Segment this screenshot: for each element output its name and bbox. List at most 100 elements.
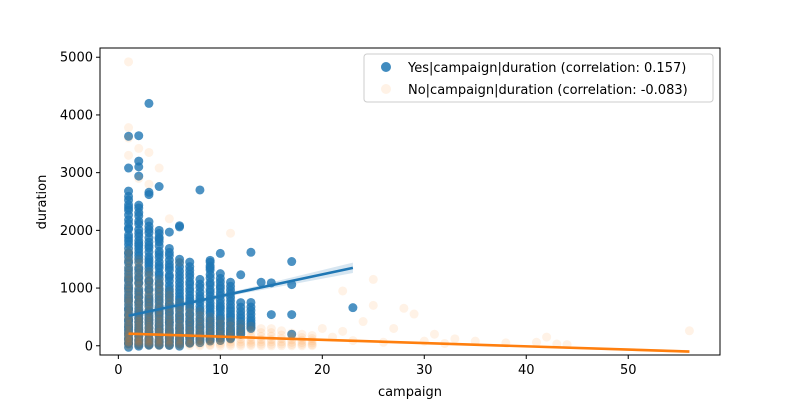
data-point: [226, 339, 236, 349]
data-point: [124, 265, 134, 275]
data-point: [246, 297, 256, 307]
data-point: [124, 257, 134, 267]
data-point: [154, 337, 164, 347]
data-point: [256, 337, 266, 347]
data-point: [144, 274, 154, 284]
data-point: [175, 325, 185, 335]
data-point: [266, 337, 276, 347]
data-point: [195, 311, 205, 321]
data-point: [236, 337, 246, 347]
data-point: [266, 341, 276, 351]
data-point: [154, 318, 164, 328]
data-point: [215, 339, 225, 349]
data-point: [266, 310, 276, 320]
data-point: [134, 131, 144, 141]
data-point: [215, 341, 225, 351]
data-point: [124, 282, 134, 292]
data-point: [144, 341, 154, 351]
data-point: [205, 324, 215, 334]
data-point: [124, 292, 134, 302]
data-point: [154, 181, 164, 191]
y-tick-label: 3000: [60, 166, 93, 181]
data-point: [124, 123, 134, 133]
data-point: [215, 319, 225, 329]
data-point: [154, 225, 164, 235]
data-point: [175, 257, 185, 267]
data-point: [175, 334, 185, 344]
data-point: [144, 266, 154, 276]
data-point: [266, 324, 276, 334]
data-point: [154, 312, 164, 322]
data-point: [124, 307, 134, 317]
data-point: [236, 328, 246, 338]
data-point: [164, 335, 174, 345]
data-point: [246, 325, 256, 335]
data-point: [154, 310, 164, 320]
data-point: [205, 327, 215, 337]
data-point: [399, 303, 409, 313]
data-point: [266, 339, 276, 349]
data-point: [154, 335, 164, 345]
data-point: [297, 339, 307, 349]
data-point: [246, 341, 256, 351]
data-point: [215, 248, 225, 258]
data-point: [205, 263, 215, 273]
data-point: [134, 173, 144, 183]
data-point: [236, 298, 246, 308]
data-point: [144, 321, 154, 331]
legend-label-no: No|campaign|duration (correlation: -0.08…: [408, 83, 688, 98]
x-axis-label: campaign: [378, 385, 442, 400]
x-axis: 0 10 20 30 40 50: [114, 355, 636, 378]
data-point: [195, 341, 205, 351]
legend: Yes|campaign|duration (correlation: 0.15…: [363, 53, 714, 103]
data-point: [175, 338, 185, 348]
data-point: [226, 325, 236, 335]
legend-marker-no: [381, 84, 391, 94]
data-point: [124, 272, 134, 282]
data-point: [175, 313, 185, 323]
data-point: [277, 341, 287, 351]
data-point: [164, 340, 174, 350]
data-point: [154, 282, 164, 292]
data-point: [134, 278, 144, 288]
data-point: [144, 217, 154, 227]
data-point: [144, 339, 154, 349]
data-point: [297, 329, 307, 339]
data-point: [338, 286, 348, 296]
data-point: [144, 319, 154, 329]
data-point: [124, 163, 134, 173]
data-point: [175, 306, 185, 316]
data-point: [144, 299, 154, 309]
data-point: [154, 163, 164, 173]
data-point: [226, 321, 236, 331]
data-point: [124, 336, 134, 346]
data-point: [256, 339, 266, 349]
data-point: [124, 131, 134, 141]
data-point: [256, 324, 266, 334]
data-point: [277, 326, 287, 336]
data-point: [287, 341, 297, 351]
data-point: [236, 324, 246, 334]
data-point: [144, 334, 154, 344]
data-point: [164, 294, 174, 304]
data-point: [144, 289, 154, 299]
data-point: [134, 270, 144, 280]
data-point: [124, 333, 134, 343]
data-point: [154, 274, 164, 284]
data-point: [287, 328, 297, 338]
data-point: [124, 319, 134, 329]
data-point: [154, 293, 164, 303]
data-point: [134, 298, 144, 308]
data-point: [134, 295, 144, 305]
data-point: [256, 328, 266, 338]
data-point: [164, 312, 174, 322]
data-point: [175, 336, 185, 346]
data-point: [124, 133, 134, 143]
data-point: [236, 339, 246, 349]
data-point: [134, 284, 144, 294]
data-point: [368, 274, 378, 284]
data-point: [185, 341, 195, 351]
data-point: [124, 333, 134, 343]
data-point: [277, 339, 287, 349]
